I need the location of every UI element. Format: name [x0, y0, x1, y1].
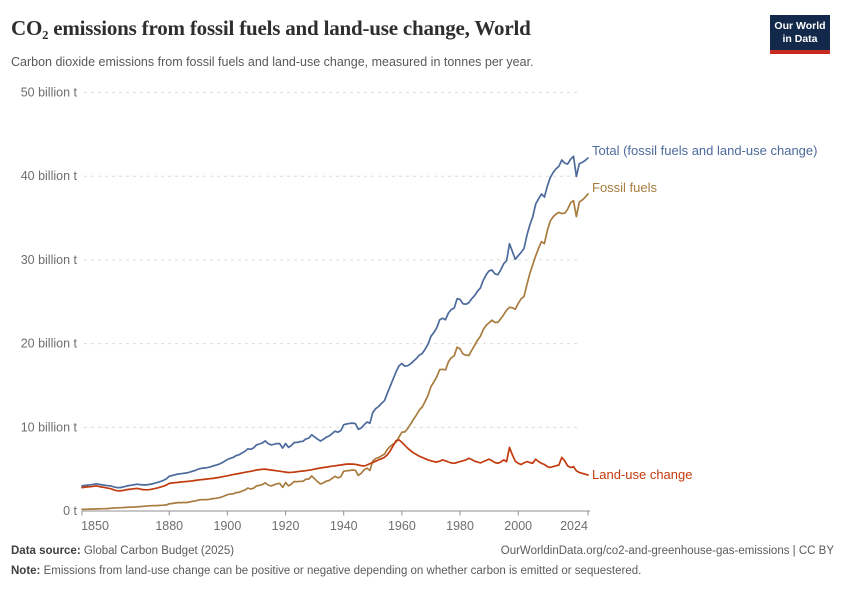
data-source-value: Global Carbon Budget (2025) — [80, 545, 235, 557]
data-source-text: Data source: Global Carbon Budget (2025) — [11, 545, 234, 557]
page-title: CO₂ emissions from fossil fuels and land… — [11, 16, 531, 40]
data-source-label: Data source: — [11, 545, 81, 557]
chart-canvas: 0 t 10 billion t 20 billion t 30 billion t 4… — [21, 86, 818, 534]
y-axis-tick-label: 50 billion t — [21, 86, 78, 100]
series-label-total: Total (fossil fuels and land-use change) — [592, 143, 817, 158]
owid-logo-line2: in Data — [782, 33, 818, 46]
note-label: Note: — [11, 565, 41, 577]
series-label-land-use-change: Land-use change — [592, 467, 692, 482]
x-axis-tick-label: 1850 — [81, 519, 109, 533]
y-axis-tick-label: 40 billion t — [21, 169, 78, 183]
series-label-fossil-fuels: Fossil fuels — [592, 180, 658, 195]
y-axis-tick-label: 10 billion t — [21, 420, 78, 434]
x-axis-tick-label: 2024 — [560, 519, 588, 533]
chart-subtitle: Carbon dioxide emissions from fossil fue… — [11, 55, 534, 69]
series-line-land-use-change — [81, 439, 589, 492]
owid-logo-line1: Our World — [774, 20, 826, 32]
chart-footer: Data source: Global Carbon Budget (2025)… — [11, 545, 834, 577]
y-axis-tick-label: 20 billion t — [21, 337, 78, 351]
series-line-fossil-fuels — [81, 193, 589, 511]
series-line-total — [81, 155, 589, 489]
y-axis-tick-label: 30 billion t — [21, 253, 78, 267]
x-axis-tick-label: 1880 — [155, 519, 183, 533]
x-axis-tick-label: 2000 — [504, 519, 532, 533]
x-axis-tick-label: 1960 — [388, 519, 416, 533]
x-axis-tick-label: 1940 — [330, 519, 358, 533]
note-value: Emissions from land-use change can be po… — [40, 565, 642, 577]
owid-logo[interactable]: Our World in Data — [770, 15, 830, 55]
x-axis-tick-label: 1980 — [446, 519, 474, 533]
x-axis-tick-label: 1920 — [272, 519, 300, 533]
footer-note: Note: Emissions from land-use change can… — [11, 565, 834, 577]
owid-url-link[interactable]: OurWorldinData.org/co2-and-greenhouse-ga… — [500, 545, 834, 557]
y-axis-tick-label: 0 t — [63, 504, 77, 518]
x-axis-tick-label: 1900 — [213, 519, 241, 533]
